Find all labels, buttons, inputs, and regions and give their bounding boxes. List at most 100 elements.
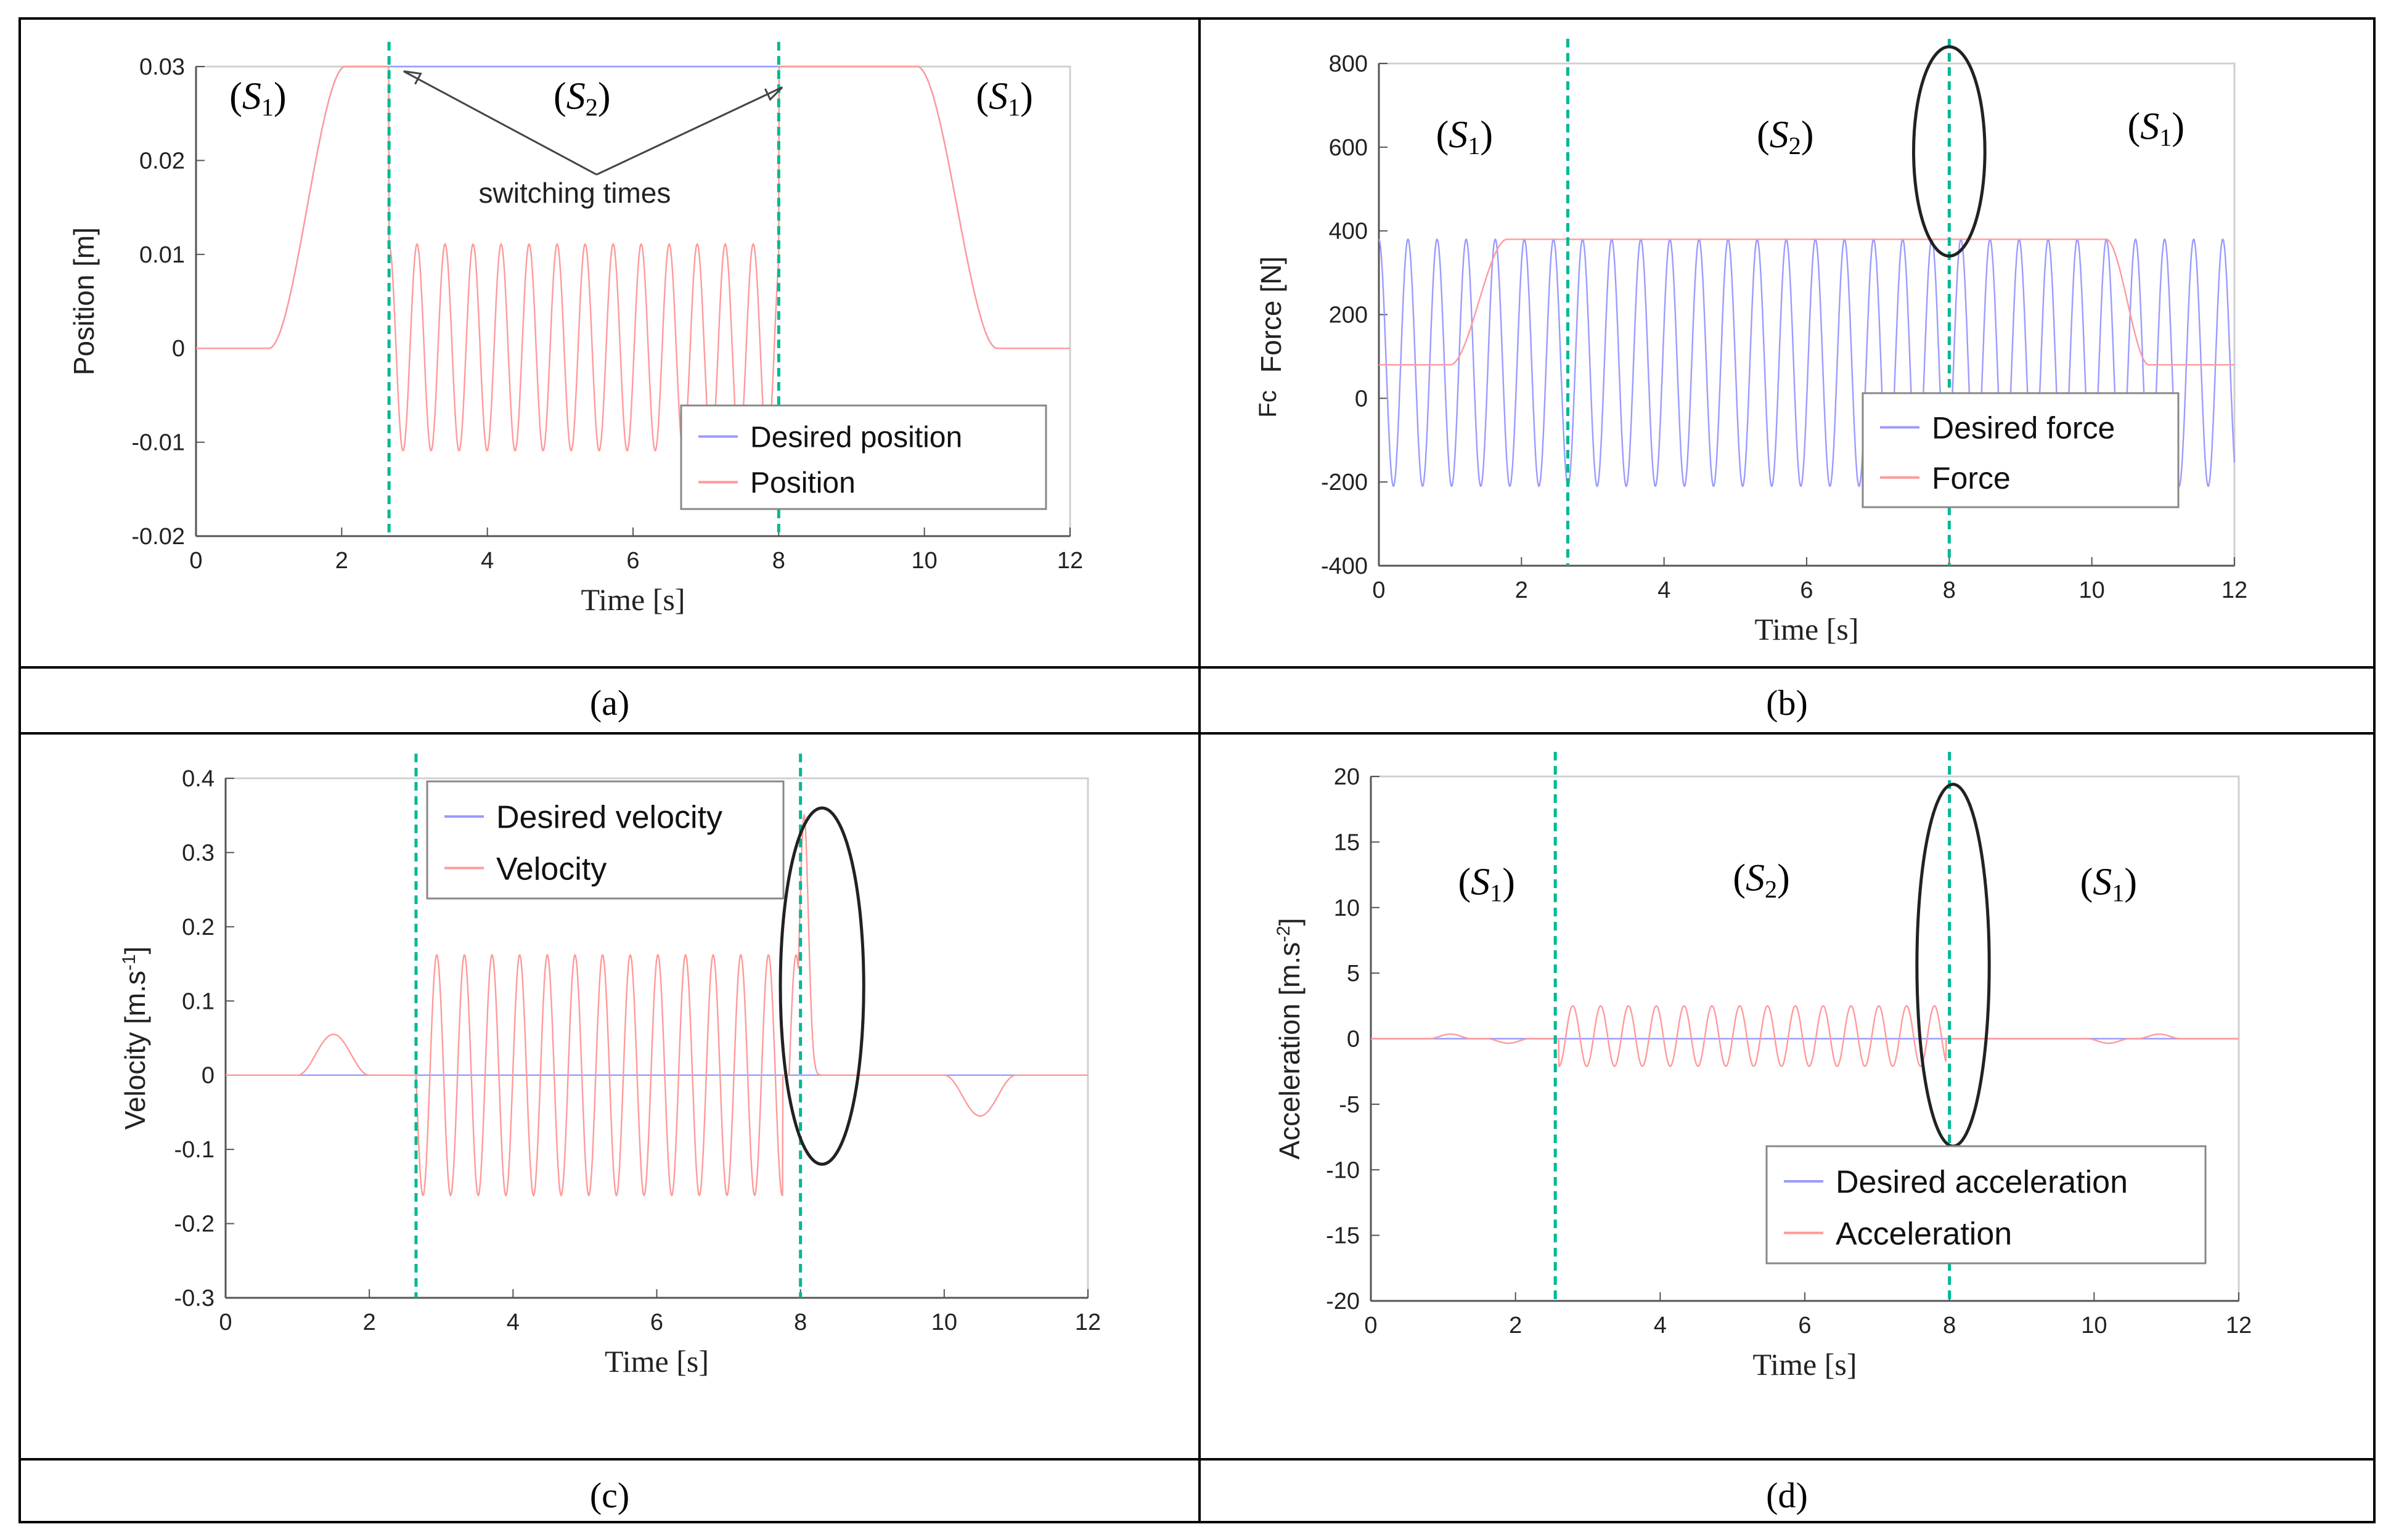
panel-label-a: (a) <box>590 683 629 723</box>
y-axis-label: Acceleration [m.s-2] <box>1273 918 1306 1159</box>
y-axis-label-fragment: Fc <box>1254 390 1281 417</box>
x-tick-label: 4 <box>507 1310 520 1335</box>
series-line-actual <box>1379 238 2234 366</box>
x-tick-label: 10 <box>2079 577 2105 603</box>
region-label: (S2) <box>1757 114 1813 160</box>
region-label: (S2) <box>554 76 610 121</box>
x-tick-label: 12 <box>1075 1310 1101 1335</box>
chart-panel-b: 0 2 4 6 8 10 12 -400 -200 0 200 400 600 800 Time [s] Fo… <box>1254 39 2247 646</box>
y-tick-label: 0.02 <box>139 148 185 174</box>
x-tick-label: 10 <box>2081 1313 2107 1338</box>
y-tick-label: 400 <box>1329 219 1368 245</box>
region-label: (S1) <box>2080 861 2137 906</box>
x-tick-label: 2 <box>1509 1313 1522 1338</box>
annotation-arrow <box>403 70 597 176</box>
series-line-actual <box>196 65 1070 452</box>
x-tick-label: 4 <box>1657 577 1670 603</box>
annotation-arrowhead <box>403 70 422 85</box>
legend-entry: Desired acceleration <box>1836 1165 2128 1200</box>
y-tick-label: 20 <box>1334 764 1360 790</box>
y-axis-label: Position [m] <box>68 227 100 375</box>
y-tick-label: 10 <box>1334 895 1360 921</box>
x-tick-label: 0 <box>1364 1313 1377 1338</box>
legend-entry: Position <box>750 467 856 500</box>
x-tick-label: 0 <box>219 1310 232 1335</box>
x-tick-label: 8 <box>772 548 785 574</box>
series-line-actual <box>1371 1005 2239 1067</box>
region-label: (S2) <box>1733 857 1789 903</box>
x-tick-label: 0 <box>189 548 202 574</box>
panel-label-b: (b) <box>1766 683 1808 723</box>
series-line-actual <box>226 813 1088 1197</box>
x-tick-label: 8 <box>1943 1313 1956 1338</box>
legend-entry: Desired force <box>1932 411 2115 446</box>
region-label: (S1) <box>976 76 1032 121</box>
y-tick-label: -15 <box>1326 1223 1360 1249</box>
x-tick-label: 2 <box>363 1310 376 1335</box>
x-tick-label: 6 <box>626 548 639 574</box>
y-tick-label: 0.03 <box>139 54 185 80</box>
legend-box <box>1765 1145 2207 1265</box>
y-tick-label: 800 <box>1329 51 1368 77</box>
y-axis-label: Velocity [m.s-1] <box>119 947 151 1130</box>
x-axis-label: Time [s] <box>605 1344 709 1379</box>
x-tick-label: 12 <box>2221 577 2247 603</box>
y-tick-label: 0 <box>202 1063 215 1089</box>
region-label: (S1) <box>1458 861 1514 906</box>
highlight-ellipse <box>779 806 865 1166</box>
x-axis-label: Time [s] <box>1754 612 1858 646</box>
region-label: (S1) <box>229 76 286 121</box>
x-axis-label: Time [s] <box>1752 1347 1857 1382</box>
y-tick-label: 0 <box>1355 386 1368 412</box>
y-tick-label: -0.02 <box>131 524 185 550</box>
y-tick-label: -200 <box>1321 470 1368 495</box>
legend-entry: Force <box>1932 461 2011 495</box>
legend-box <box>680 404 1047 510</box>
y-tick-label: 5 <box>1347 961 1360 987</box>
panel-label-c: (c) <box>590 1475 629 1515</box>
y-tick-label: 0.4 <box>182 766 215 792</box>
y-tick-label: 200 <box>1329 303 1368 328</box>
x-tick-label: 8 <box>794 1310 807 1335</box>
legend-entry: Acceleration <box>1836 1216 2012 1252</box>
highlight-ellipse <box>1912 45 1987 258</box>
x-tick-label: 12 <box>2226 1313 2252 1338</box>
y-tick-label: -0.3 <box>174 1285 215 1311</box>
x-tick-label: 4 <box>481 548 494 574</box>
figure-frame <box>18 17 2376 1523</box>
x-tick-label: 6 <box>1798 1313 1811 1338</box>
x-tick-label: 8 <box>1943 577 1956 603</box>
annotation-arrow <box>596 86 783 176</box>
y-tick-label: -400 <box>1321 553 1368 579</box>
y-axis-label: Force [N] <box>1255 256 1287 373</box>
legend-entry: Desired position <box>750 422 962 454</box>
y-tick-label: -0.1 <box>174 1137 215 1163</box>
x-axis-label: Time [s] <box>581 582 685 617</box>
y-tick-label: -0.2 <box>174 1212 215 1237</box>
y-tick-label: 15 <box>1334 829 1360 855</box>
y-tick-label: 0 <box>1347 1027 1360 1053</box>
chart-panel-c: 0 2 4 6 8 10 12 -0.3 -0.2 -0.1 0 0.1 0.2 0.3 0.4 Time [… <box>119 754 1101 1379</box>
legend-box <box>426 780 785 900</box>
y-tick-label: 0.01 <box>139 242 185 268</box>
region-label: (S1) <box>2128 105 2185 151</box>
x-tick-label: 2 <box>335 548 348 574</box>
panel-label-d: (d) <box>1766 1475 1808 1515</box>
y-tick-label: -0.01 <box>131 430 185 456</box>
region-label: (S1) <box>1436 114 1493 160</box>
y-tick-label: 0.1 <box>182 988 215 1014</box>
y-tick-label: 0 <box>172 336 185 362</box>
x-tick-label: 6 <box>650 1310 663 1335</box>
x-tick-label: 12 <box>1057 548 1083 574</box>
chart-panel-d: 0 2 4 6 8 10 12 -20 -15 -10 -5 0 5 10 15 20 Time [s] Acce… <box>1273 752 2252 1382</box>
y-tick-label: -20 <box>1326 1289 1360 1314</box>
chart-panel-a: 0 2 4 6 8 10 12 -0.02 -0.01 0 0.01 0.02 0.03 Time [s]… <box>68 42 1083 617</box>
y-tick-label: 600 <box>1329 135 1368 161</box>
x-tick-label: 10 <box>912 548 938 574</box>
x-tick-label: 0 <box>1372 577 1385 603</box>
annotation-switching-times: switching times <box>479 177 671 209</box>
legend-box <box>1862 392 2180 508</box>
y-tick-label: 0.3 <box>182 840 215 866</box>
legend-entry: Desired velocity <box>496 800 722 836</box>
